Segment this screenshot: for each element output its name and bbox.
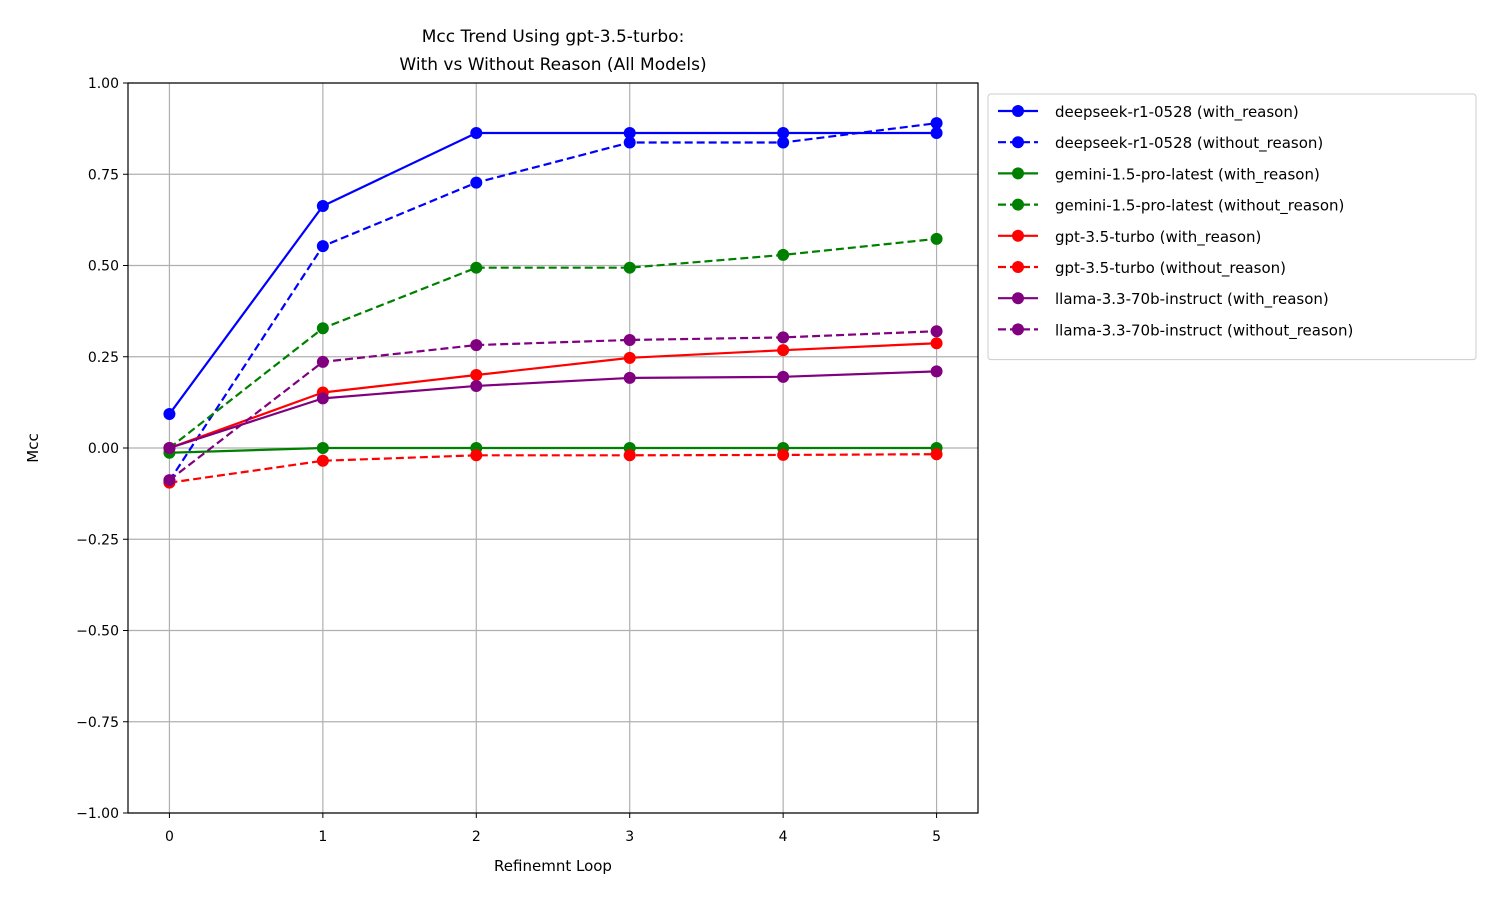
- data-point: [930, 337, 943, 350]
- x-tick-label: 0: [165, 829, 174, 845]
- legend: deepseek-r1-0528 (with_reason) deepseek-r…: [987, 93, 1477, 361]
- legend-marker: [1012, 105, 1024, 117]
- legend-entry: deepseek-r1-0528 (with_reason): [998, 103, 1299, 122]
- data-point: [163, 442, 176, 454]
- series-line: [168, 237, 937, 449]
- axes: 0 1 2 3 4 5 −1.00 −0.75 −0.50 −0.25 0.00 0.25 0.50 0.…: [76, 76, 941, 845]
- chart-title: Mcc Trend Using gpt-3.5-turbo:: [422, 27, 685, 47]
- data-point: [623, 449, 636, 462]
- data-point: [623, 136, 636, 149]
- legend-entry: llama-3.3-70b-instruct (without_reason): [998, 321, 1353, 340]
- data-point: [930, 117, 943, 130]
- legend-entry: gemini-1.5-pro-latest (with_reason): [998, 165, 1320, 184]
- series-5: [163, 448, 943, 489]
- legend-label: deepseek-r1-0528 (with_reason): [1055, 103, 1299, 122]
- legend-box: [987, 93, 1477, 361]
- y-tick-label: −1.00: [76, 806, 119, 822]
- data-point: [777, 344, 790, 357]
- series-6: [163, 365, 943, 454]
- x-tick-label: 5: [932, 829, 941, 845]
- y-tick-label: 0.75: [88, 167, 119, 183]
- data-point: [470, 261, 483, 274]
- legend-marker: [1012, 136, 1024, 149]
- chart-subtitle: With vs Without Reason (All Models): [399, 55, 706, 75]
- plot-area: [163, 117, 943, 489]
- data-point: [470, 339, 483, 352]
- data-point: [930, 127, 943, 140]
- data-point: [930, 325, 943, 338]
- series-line: [169, 446, 937, 454]
- data-point: [316, 454, 329, 467]
- legend-label: llama-3.3-70b-instruct (without_reason): [1055, 321, 1353, 340]
- legend-entry: gpt-3.5-turbo (without_reason): [998, 259, 1286, 278]
- data-point: [930, 232, 943, 245]
- series-line: [168, 122, 937, 482]
- data-point: [623, 371, 636, 384]
- data-point: [930, 448, 943, 461]
- legend-marker: [1012, 323, 1024, 336]
- x-axis-label: Refinemnt Loop: [494, 857, 612, 875]
- data-point: [163, 474, 176, 487]
- data-point: [163, 408, 176, 421]
- x-tick-label: 2: [472, 829, 481, 845]
- data-point: [316, 322, 329, 335]
- x-tick-label: 3: [625, 829, 634, 845]
- legend-marker: [1012, 229, 1024, 242]
- legend-label: gemini-1.5-pro-latest (without_reason): [1055, 197, 1344, 216]
- data-point: [930, 365, 943, 378]
- data-point: [316, 240, 329, 253]
- data-point: [470, 369, 483, 381]
- y-tick-label: 0.00: [88, 441, 119, 457]
- x-tick-label: 1: [318, 829, 327, 845]
- data-point: [470, 379, 483, 392]
- legend-label: gpt-3.5-turbo (without_reason): [1055, 259, 1286, 278]
- legend-label: gpt-3.5-turbo (with_reason): [1055, 228, 1261, 247]
- data-point: [316, 442, 329, 454]
- data-point: [623, 261, 636, 274]
- data-point: [623, 333, 636, 346]
- series-line: [169, 453, 937, 484]
- data-point: [470, 127, 483, 140]
- series-0: [163, 127, 943, 421]
- legend-marker: [1012, 198, 1024, 211]
- legend-label: gemini-1.5-pro-latest (with_reason): [1055, 165, 1320, 184]
- legend-marker: [1012, 167, 1024, 180]
- data-point: [777, 136, 790, 149]
- data-point: [470, 176, 483, 189]
- series-line: [168, 330, 937, 481]
- y-tick-label: 0.25: [88, 350, 119, 366]
- data-point: [316, 355, 329, 368]
- series-1: [163, 117, 943, 487]
- data-point: [777, 370, 790, 383]
- legend-marker: [1012, 261, 1024, 273]
- series-line: [168, 131, 937, 415]
- data-point: [777, 448, 790, 461]
- data-point: [777, 127, 790, 140]
- y-tick-label: 1.00: [88, 76, 119, 92]
- data-point: [316, 200, 329, 213]
- data-point: [777, 331, 790, 344]
- data-point: [470, 449, 483, 462]
- data-point: [623, 127, 636, 140]
- x-tick-label: 4: [779, 829, 788, 845]
- y-tick-label: 0.50: [88, 259, 119, 275]
- y-tick-label: −0.75: [76, 715, 119, 731]
- legend-entry: deepseek-r1-0528 (without_reason): [998, 134, 1323, 153]
- legend-entry: llama-3.3-70b-instruct (with_reason): [998, 290, 1329, 309]
- data-point: [623, 351, 636, 364]
- legend-marker: [1012, 292, 1024, 305]
- y-tick-label: −0.50: [76, 624, 119, 640]
- y-tick-label: −0.25: [76, 532, 119, 548]
- data-point: [316, 392, 329, 405]
- y-axis-label: Mcc: [24, 433, 42, 462]
- legend-entry: gemini-1.5-pro-latest (without_reason): [998, 197, 1344, 216]
- legend-entry: gpt-3.5-turbo (with_reason): [998, 228, 1261, 247]
- series-7: [163, 325, 943, 487]
- legend-label: deepseek-r1-0528 (without_reason): [1055, 134, 1323, 153]
- data-point: [777, 248, 790, 261]
- legend-label: llama-3.3-70b-instruct (with_reason): [1055, 290, 1329, 309]
- series-line: [169, 370, 937, 450]
- series-line: [169, 342, 937, 450]
